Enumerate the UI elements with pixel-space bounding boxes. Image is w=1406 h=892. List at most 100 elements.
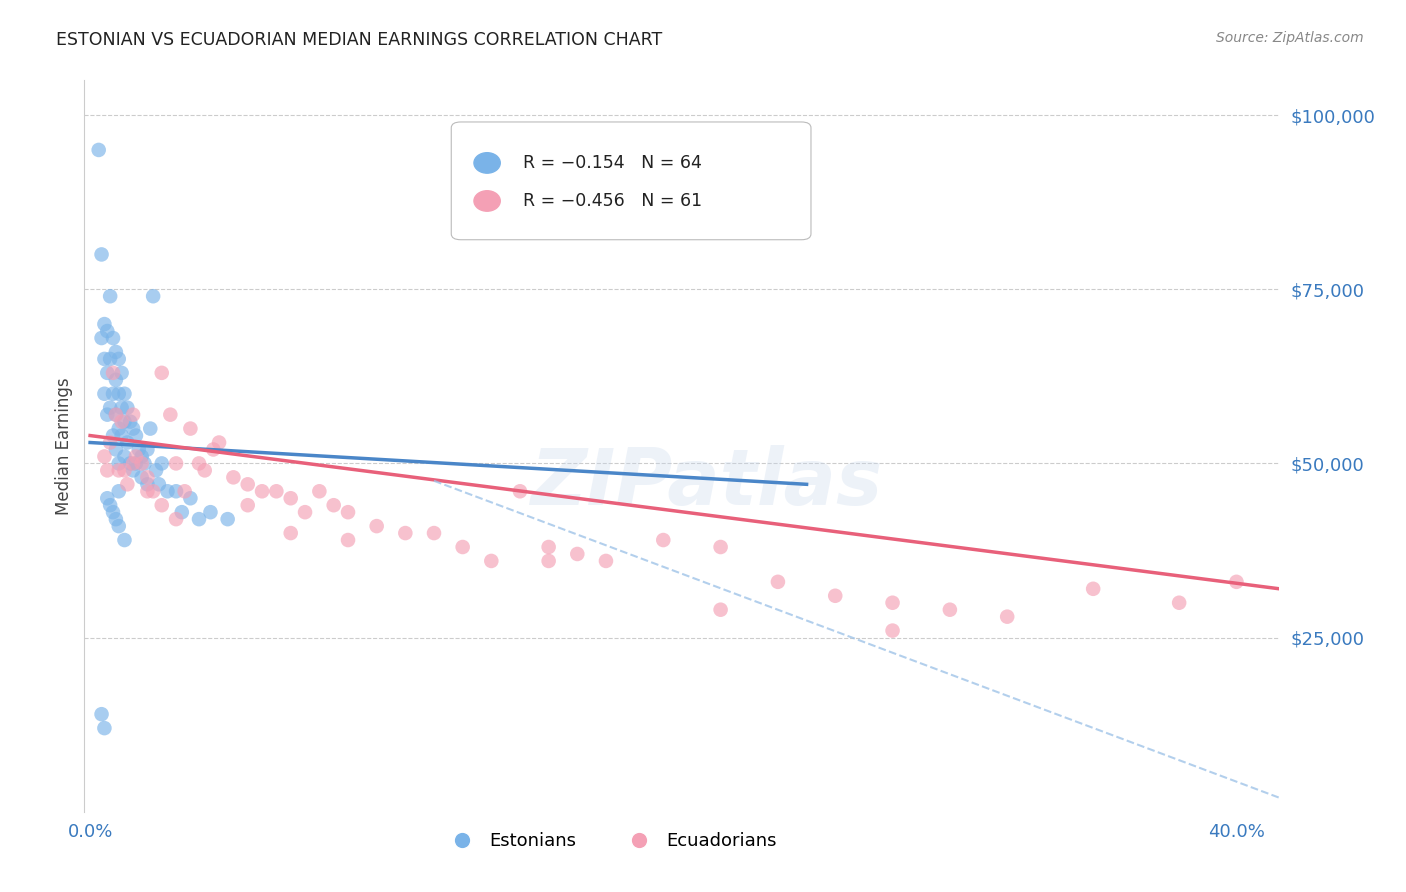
Point bbox=[101, 366, 124, 380]
Point bbox=[451, 540, 474, 554]
Point bbox=[93, 351, 115, 366]
Point bbox=[136, 484, 159, 499]
Point bbox=[96, 463, 118, 477]
Legend: Estonians, Ecuadorians: Estonians, Ecuadorians bbox=[436, 825, 785, 857]
Point bbox=[107, 457, 129, 471]
Point bbox=[882, 596, 904, 610]
Point bbox=[995, 609, 1018, 624]
Point bbox=[107, 386, 129, 401]
Point bbox=[337, 505, 360, 519]
Point bbox=[142, 484, 165, 499]
Point bbox=[117, 435, 139, 450]
Point bbox=[98, 401, 121, 415]
Point bbox=[710, 603, 733, 617]
Point bbox=[90, 331, 112, 345]
Point bbox=[222, 470, 245, 484]
Point bbox=[131, 470, 153, 484]
Point bbox=[148, 477, 170, 491]
Point bbox=[125, 450, 148, 464]
Point bbox=[1225, 574, 1247, 589]
Point bbox=[159, 408, 181, 422]
Point bbox=[202, 442, 225, 457]
Point bbox=[93, 721, 115, 735]
Point bbox=[156, 484, 179, 499]
Point bbox=[125, 457, 148, 471]
Point bbox=[136, 470, 159, 484]
Point bbox=[136, 442, 159, 457]
Point bbox=[101, 331, 124, 345]
Point bbox=[165, 484, 187, 499]
Point bbox=[236, 498, 259, 512]
Point bbox=[107, 351, 129, 366]
Point bbox=[423, 526, 446, 541]
Point bbox=[200, 505, 222, 519]
Point bbox=[98, 498, 121, 512]
Point bbox=[117, 477, 139, 491]
Point bbox=[366, 519, 388, 533]
Point bbox=[107, 421, 129, 435]
Point bbox=[114, 450, 136, 464]
Point bbox=[104, 512, 127, 526]
Text: ESTONIAN VS ECUADORIAN MEDIAN EARNINGS CORRELATION CHART: ESTONIAN VS ECUADORIAN MEDIAN EARNINGS C… bbox=[56, 31, 662, 49]
Point bbox=[145, 463, 167, 477]
Point bbox=[537, 540, 560, 554]
Text: ZIPatlas: ZIPatlas bbox=[530, 444, 882, 521]
Point bbox=[110, 428, 132, 442]
Point bbox=[131, 457, 153, 471]
Point bbox=[710, 540, 733, 554]
Point bbox=[150, 366, 173, 380]
Point bbox=[87, 143, 110, 157]
Point bbox=[150, 498, 173, 512]
Point bbox=[595, 554, 617, 568]
Text: Source: ZipAtlas.com: Source: ZipAtlas.com bbox=[1216, 31, 1364, 45]
Point bbox=[652, 533, 675, 547]
Ellipse shape bbox=[474, 191, 501, 211]
Point bbox=[394, 526, 416, 541]
Point bbox=[104, 442, 127, 457]
Point bbox=[93, 450, 115, 464]
Point bbox=[114, 415, 136, 429]
Point bbox=[188, 457, 211, 471]
Point bbox=[194, 463, 217, 477]
Point bbox=[104, 408, 127, 422]
Point bbox=[110, 366, 132, 380]
Point bbox=[110, 401, 132, 415]
Point bbox=[165, 457, 187, 471]
Point bbox=[120, 457, 142, 471]
Point bbox=[170, 505, 193, 519]
Point bbox=[101, 428, 124, 442]
Point bbox=[131, 450, 153, 464]
Text: R = −0.456   N = 61: R = −0.456 N = 61 bbox=[523, 192, 702, 210]
Point bbox=[96, 366, 118, 380]
Point bbox=[104, 345, 127, 359]
Point bbox=[134, 457, 156, 471]
Point bbox=[1168, 596, 1191, 610]
Point bbox=[96, 491, 118, 506]
Point bbox=[96, 324, 118, 338]
Point bbox=[280, 526, 302, 541]
Point bbox=[266, 484, 288, 499]
Point bbox=[139, 421, 162, 435]
Point bbox=[337, 533, 360, 547]
Point bbox=[217, 512, 239, 526]
Point bbox=[567, 547, 589, 561]
Y-axis label: Median Earnings: Median Earnings bbox=[55, 377, 73, 515]
Point bbox=[93, 317, 115, 331]
Point bbox=[93, 386, 115, 401]
Point bbox=[136, 477, 159, 491]
Point bbox=[90, 247, 112, 261]
Point bbox=[824, 589, 846, 603]
Point bbox=[104, 408, 127, 422]
Point bbox=[122, 463, 145, 477]
Point bbox=[101, 386, 124, 401]
Point bbox=[98, 435, 121, 450]
Point bbox=[107, 519, 129, 533]
Point bbox=[107, 463, 129, 477]
Point bbox=[114, 386, 136, 401]
Point bbox=[122, 457, 145, 471]
Ellipse shape bbox=[474, 153, 501, 173]
Point bbox=[104, 373, 127, 387]
Point bbox=[122, 421, 145, 435]
Point bbox=[250, 484, 273, 499]
Point bbox=[165, 512, 187, 526]
